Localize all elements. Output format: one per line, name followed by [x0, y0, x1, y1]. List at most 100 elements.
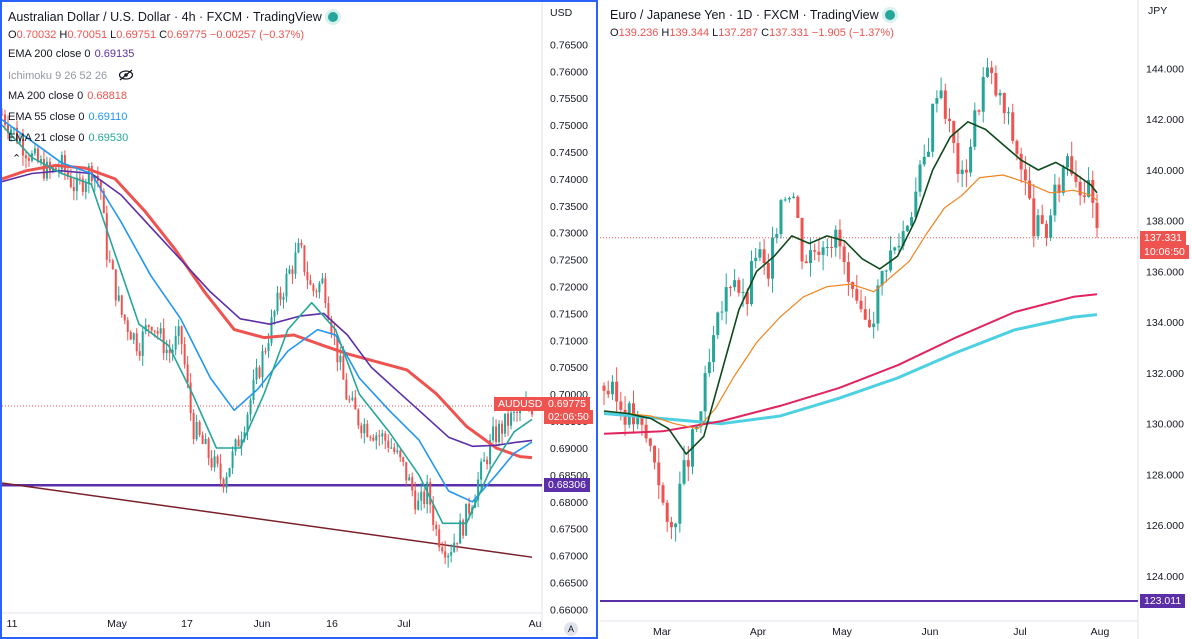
candle-body: [1032, 198, 1036, 237]
candle-body: [501, 423, 504, 434]
candle-body: [111, 260, 114, 270]
candle-body: [444, 551, 447, 558]
candle-body: [396, 450, 399, 453]
candle-body: [477, 479, 480, 500]
candle-body: [324, 278, 327, 304]
indicator-ema200[interactable]: EMA 200 close 0 0.69135: [8, 48, 134, 60]
right-currency-label[interactable]: JPY: [1148, 5, 1168, 17]
candle-body: [123, 314, 126, 321]
candle-body: [787, 197, 791, 200]
candle-body: [180, 326, 183, 345]
candle-body: [914, 191, 918, 218]
candle-body: [63, 154, 66, 171]
candle-body: [661, 485, 665, 503]
candle-body: [1066, 156, 1070, 168]
candle-body: [342, 355, 345, 380]
ema21-line: [2, 124, 533, 525]
x-tick-label: Apr: [750, 626, 767, 638]
left-chart-title: Australian Dollar / U.S. Dollar · 4h · F…: [8, 10, 338, 24]
y-tick-label: 0.67000: [550, 551, 588, 563]
candle-body: [973, 110, 977, 147]
candle-body: [636, 416, 640, 425]
candle-body: [1053, 184, 1057, 216]
candle-body: [210, 458, 213, 468]
candle-body: [483, 459, 486, 462]
candle-body: [985, 67, 989, 77]
candle-body: [297, 243, 300, 253]
ma200-line: [2, 163, 533, 460]
candle-body: [414, 490, 417, 510]
candle-body: [990, 67, 994, 74]
candle-body: [255, 367, 258, 380]
candle-body: [285, 273, 288, 297]
candle-body: [114, 269, 117, 301]
candle-body: [678, 483, 682, 524]
auto-scale-button[interactable]: A: [564, 622, 578, 636]
candle-body: [288, 269, 291, 274]
right-ohlc: O139.236 H139.344 L137.287 C137.331 −1.9…: [610, 27, 894, 39]
candle-body: [893, 247, 897, 251]
right-chart-panel[interactable]: 144.000 142.000 140.000 138.000 136.000 134.0…: [600, 0, 1192, 639]
candle-body: [931, 103, 935, 152]
candle-body: [69, 176, 72, 187]
collapse-chevron-icon[interactable]: ⌃: [12, 153, 22, 165]
candle-body: [222, 479, 225, 488]
candle-body: [507, 413, 510, 426]
y-tick-label: 128.000: [1146, 469, 1184, 481]
indicator-ma200[interactable]: MA 200 close 0 0.68818: [8, 90, 127, 102]
candle-body: [716, 312, 720, 336]
x-tick-label: Aug: [1091, 626, 1110, 638]
candle-body: [855, 288, 859, 301]
left-currency-label[interactable]: USD: [550, 7, 573, 19]
indicator-ema21[interactable]: EMA 21 close 0 0.69530: [8, 132, 128, 144]
candle-body: [842, 246, 846, 263]
right-chart-svg[interactable]: 144.000 142.000 140.000 138.000 136.000 134.0…: [600, 0, 1192, 639]
left-hline-tag: 0.68306: [544, 478, 590, 492]
candle-body: [699, 411, 703, 427]
y-tick-label: 0.67500: [550, 524, 588, 536]
right-hline-tag: 123.011: [1140, 594, 1186, 608]
indicator-ichimoku[interactable]: Ichimoku 9 26 52 26: [8, 69, 134, 84]
left-chart-panel[interactable]: 0.76500 0.76000 0.75500 0.75000 0.74500 0.740…: [0, 0, 598, 639]
candle-body: [24, 155, 27, 159]
indicator-ema55[interactable]: EMA 55 close 0 0.69110: [8, 111, 127, 123]
candle-body: [354, 397, 357, 410]
candle-body: [303, 245, 306, 272]
candle-body: [84, 182, 87, 192]
candle-body: [78, 177, 81, 179]
candle-body: [57, 169, 60, 171]
candle-body: [402, 457, 405, 462]
candle-body: [75, 177, 78, 192]
x-tick-label: Jul: [397, 618, 410, 630]
left-chart-svg[interactable]: 0.76500 0.76000 0.75500 0.75000 0.74500 0.740…: [2, 2, 598, 639]
left-countdown-tag: 02:06:50: [544, 410, 593, 424]
candle-body: [1019, 153, 1023, 170]
candle-body: [309, 280, 312, 285]
indicator-label: MA 200 close 0: [8, 90, 84, 102]
candle-body: [141, 331, 144, 356]
candle-body: [417, 500, 420, 510]
candle-body: [2, 114, 3, 116]
candle-body: [813, 250, 817, 252]
candle-body: [102, 191, 105, 214]
candle-body: [408, 477, 411, 481]
candle-body: [231, 451, 234, 469]
candle-body: [165, 349, 168, 354]
candle-body: [108, 259, 111, 261]
candle-body: [159, 328, 162, 334]
y-tick-label: 0.76500: [550, 39, 588, 51]
candle-body: [998, 92, 1002, 96]
candle-body: [952, 121, 956, 144]
candle-body: [1040, 215, 1044, 224]
candle-body: [168, 349, 171, 354]
candle-body: [792, 196, 796, 198]
ma-darkgreen-line: [603, 121, 1098, 455]
eye-hidden-icon[interactable]: [118, 69, 134, 84]
candle-body: [318, 283, 321, 293]
candle-body: [279, 292, 282, 300]
candle-body: [876, 285, 880, 324]
candle-body: [733, 280, 737, 288]
candle-body: [796, 196, 800, 219]
candle-body: [126, 320, 129, 332]
y-tick-label: 0.66000: [550, 604, 588, 616]
